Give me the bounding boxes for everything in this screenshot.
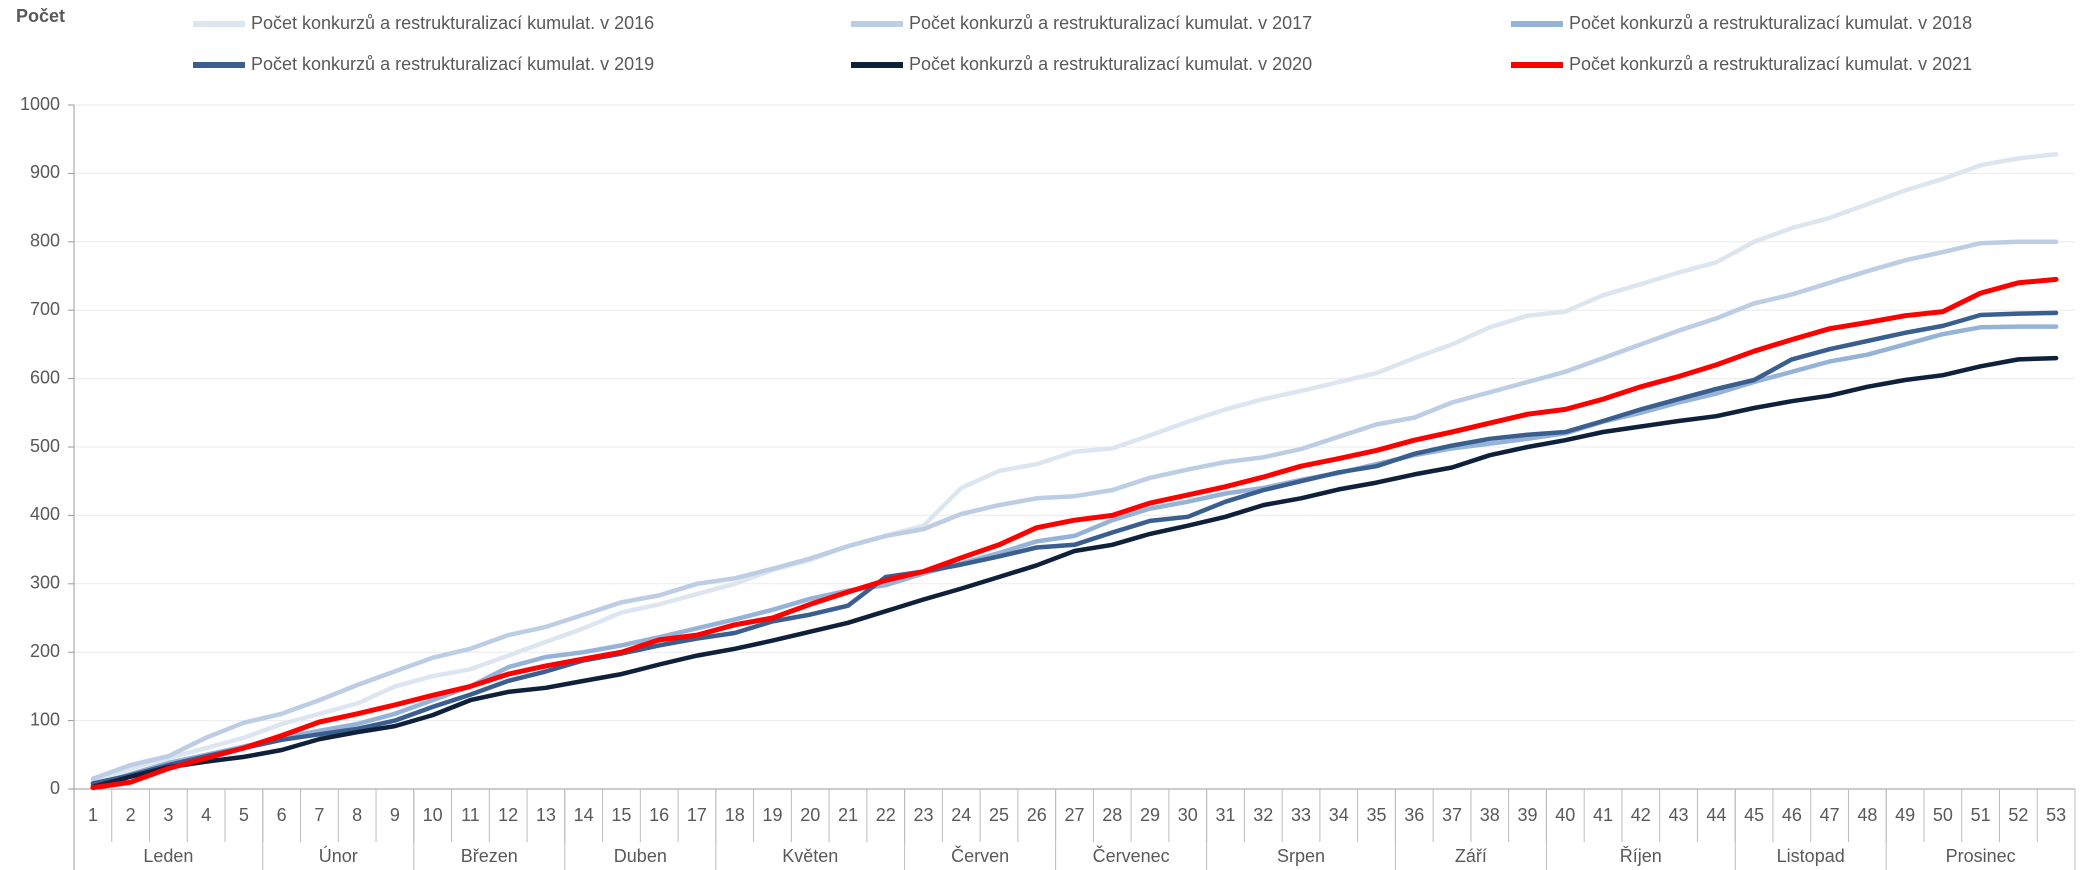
month-label: Duben xyxy=(614,846,667,866)
legend-label: Počet konkurzů a restrukturalizací kumul… xyxy=(1569,13,1972,33)
x-tick-label: 53 xyxy=(2046,805,2066,825)
x-tick-label: 3 xyxy=(163,805,173,825)
x-tick-label: 34 xyxy=(1329,805,1349,825)
y-tick-label: 1000 xyxy=(20,94,60,114)
x-tick-label: 35 xyxy=(1367,805,1387,825)
x-tick-label: 17 xyxy=(687,805,707,825)
x-tick-label: 10 xyxy=(423,805,443,825)
x-tick-label: 37 xyxy=(1442,805,1462,825)
x-tick-label: 21 xyxy=(838,805,858,825)
legend-label: Počet konkurzů a restrukturalizací kumul… xyxy=(251,13,654,33)
x-tick-label: 14 xyxy=(574,805,594,825)
month-label: Září xyxy=(1455,846,1487,866)
x-tick-label: 36 xyxy=(1404,805,1424,825)
x-tick-label: 38 xyxy=(1480,805,1500,825)
x-tick-label: 5 xyxy=(239,805,249,825)
x-tick-label: 28 xyxy=(1102,805,1122,825)
x-tick-label: 20 xyxy=(800,805,820,825)
y-tick-label: 800 xyxy=(30,231,60,251)
month-label: Červen xyxy=(951,845,1009,866)
x-tick-label: 45 xyxy=(1744,805,1764,825)
y-tick-label: 100 xyxy=(30,709,60,729)
y-tick-label: 0 xyxy=(50,778,60,798)
x-tick-label: 30 xyxy=(1178,805,1198,825)
month-label: Únor xyxy=(319,845,358,866)
x-tick-label: 33 xyxy=(1291,805,1311,825)
x-tick-label: 12 xyxy=(498,805,518,825)
x-tick-label: 27 xyxy=(1064,805,1084,825)
x-tick-label: 51 xyxy=(1971,805,1991,825)
month-label: Říjen xyxy=(1620,846,1662,866)
series-line xyxy=(90,239,2059,781)
series-line xyxy=(90,151,2059,785)
x-tick-label: 2 xyxy=(126,805,136,825)
x-tick-label: 41 xyxy=(1593,805,1613,825)
x-tick-label: 16 xyxy=(649,805,669,825)
x-tick-label: 6 xyxy=(277,805,287,825)
x-tick-label: 26 xyxy=(1027,805,1047,825)
x-tick-label: 18 xyxy=(725,805,745,825)
x-tick-label: 11 xyxy=(461,805,480,825)
x-tick-label: 15 xyxy=(611,805,631,825)
x-tick-label: 44 xyxy=(1706,805,1726,825)
x-tick-label: 25 xyxy=(989,805,1009,825)
month-label: Květen xyxy=(782,846,838,866)
x-tick-label: 19 xyxy=(762,805,782,825)
x-tick-label: 7 xyxy=(314,805,324,825)
x-tick-label: 1 xyxy=(88,805,98,825)
legend-label: Počet konkurzů a restrukturalizací kumul… xyxy=(909,54,1312,74)
x-tick-label: 49 xyxy=(1895,805,1915,825)
series-line xyxy=(90,310,2059,786)
x-tick-label: 48 xyxy=(1857,805,1877,825)
legend-label: Počet konkurzů a restrukturalizací kumul… xyxy=(251,54,654,74)
series-line xyxy=(90,355,2059,790)
x-tick-label: 23 xyxy=(913,805,933,825)
x-tick-label: 13 xyxy=(536,805,556,825)
month-label: Leden xyxy=(143,846,193,866)
series-line xyxy=(90,324,2059,788)
month-label: Srpen xyxy=(1277,846,1325,866)
legend-label: Počet konkurzů a restrukturalizací kumul… xyxy=(1569,54,1972,74)
x-tick-label: 9 xyxy=(390,805,400,825)
y-tick-label: 600 xyxy=(30,367,60,387)
x-tick-label: 31 xyxy=(1216,805,1236,825)
month-label: Červenec xyxy=(1093,845,1170,866)
x-tick-label: 24 xyxy=(951,805,971,825)
x-tick-label: 52 xyxy=(2008,805,2028,825)
month-label: Březen xyxy=(461,846,518,866)
y-tick-label: 500 xyxy=(30,436,60,456)
x-tick-label: 22 xyxy=(876,805,896,825)
month-label: Prosinec xyxy=(1946,846,2016,866)
x-tick-label: 42 xyxy=(1631,805,1651,825)
legend-label: Počet konkurzů a restrukturalizací kumul… xyxy=(909,13,1312,33)
x-tick-label: 32 xyxy=(1253,805,1273,825)
x-tick-label: 39 xyxy=(1518,805,1538,825)
y-tick-label: 400 xyxy=(30,504,60,524)
x-tick-label: 40 xyxy=(1555,805,1575,825)
x-tick-label: 43 xyxy=(1669,805,1689,825)
y-tick-label: 900 xyxy=(30,162,60,182)
month-label: Listopad xyxy=(1777,846,1845,866)
y-tick-label: 700 xyxy=(30,299,60,319)
y-tick-label: 200 xyxy=(30,641,60,661)
series-line xyxy=(90,276,2059,791)
x-tick-label: 50 xyxy=(1933,805,1953,825)
x-tick-label: 47 xyxy=(1820,805,1840,825)
x-tick-label: 46 xyxy=(1782,805,1802,825)
x-tick-label: 8 xyxy=(352,805,362,825)
x-tick-label: 4 xyxy=(201,805,211,825)
x-tick-label: 29 xyxy=(1140,805,1160,825)
y-axis-label: Počet xyxy=(16,6,65,26)
y-tick-label: 300 xyxy=(30,573,60,593)
